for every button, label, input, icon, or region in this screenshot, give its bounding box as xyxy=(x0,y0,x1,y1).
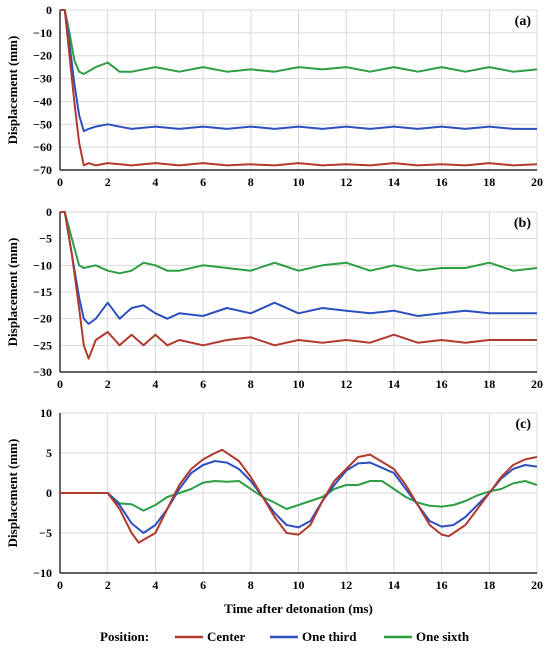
y-tick-label: 0 xyxy=(46,205,52,219)
chart-panel-1: 0 2 4 6 8 10 12 14 16 18 20 0 −10 −20 −30 −40 −50 −60 −70 (… xyxy=(5,3,543,189)
legend-label-one-sixth: One sixth xyxy=(416,629,470,644)
x-tick-label: 4 xyxy=(152,578,158,592)
x-tick-label: 12 xyxy=(340,578,352,592)
legend: Position: Center One third One sixth xyxy=(100,629,470,644)
y-tick-label: −5 xyxy=(39,232,52,246)
y-tick-label: 0 xyxy=(46,486,52,500)
x-tick-label: 6 xyxy=(200,578,206,592)
x-tick-label: 8 xyxy=(248,175,254,189)
panel-tag: (a) xyxy=(515,14,532,29)
panel-tag: (b) xyxy=(514,216,531,231)
y-axis-label: Displacement (mm) xyxy=(5,36,20,145)
series-line-one-sixth xyxy=(60,480,538,512)
y-tick-label: −5 xyxy=(39,526,52,540)
x-tick-label: 0 xyxy=(57,377,63,391)
x-tick-label: 16 xyxy=(436,377,448,391)
series-line-one-third xyxy=(60,211,537,325)
x-tick-label: 12 xyxy=(340,377,352,391)
x-tick-label: 2 xyxy=(105,578,111,592)
y-tick-label: 0 xyxy=(46,3,52,17)
y-axis-label: Displacement (mm) xyxy=(5,238,20,347)
series-line-center xyxy=(60,211,537,360)
chart-panel-2: 0 2 4 6 8 10 12 14 16 18 20 0 −5 −10 −15 −20 −25 −30 (b) Di… xyxy=(5,205,543,391)
y-tick-label: −60 xyxy=(33,140,52,154)
y-tick-label: −50 xyxy=(33,117,52,131)
y-tick-label: −10 xyxy=(33,566,52,580)
x-tick-label: 2 xyxy=(105,377,111,391)
y-tick-label: −15 xyxy=(33,285,52,299)
x-tick-label: 8 xyxy=(248,578,254,592)
x-tick-label: 18 xyxy=(483,377,495,391)
x-tick-label: 2 xyxy=(105,175,111,189)
x-tick-label: 12 xyxy=(340,175,352,189)
x-tick-label: 14 xyxy=(388,578,400,592)
series-line-one-sixth xyxy=(60,211,538,275)
x-tick-label: 10 xyxy=(293,377,305,391)
x-tick-label: 0 xyxy=(57,578,63,592)
x-tick-label: 14 xyxy=(388,175,400,189)
y-tick-label: −20 xyxy=(33,49,52,63)
panel-tag: (c) xyxy=(515,417,531,432)
x-tick-label: 4 xyxy=(152,175,158,189)
x-tick-label: 10 xyxy=(293,578,305,592)
y-tick-label: 5 xyxy=(46,446,52,460)
x-tick-label: 20 xyxy=(531,175,543,189)
x-tick-label: 6 xyxy=(200,175,206,189)
series-line-center xyxy=(60,9,538,167)
y-tick-label: −70 xyxy=(33,163,52,177)
series-line-center xyxy=(60,448,538,544)
x-tick-label: 6 xyxy=(200,377,206,391)
x-tick-label: 0 xyxy=(57,175,63,189)
y-tick-label: −30 xyxy=(33,72,52,86)
y-tick-label: −40 xyxy=(33,94,52,108)
x-tick-label: 14 xyxy=(388,377,400,391)
x-tick-label: 10 xyxy=(293,175,305,189)
x-tick-label: 4 xyxy=(152,377,158,391)
x-tick-label: 18 xyxy=(483,175,495,189)
y-tick-label: −30 xyxy=(33,365,52,379)
y-tick-label: −10 xyxy=(33,258,52,272)
series-line-one-third xyxy=(60,9,537,133)
panels: 0 2 4 6 8 10 12 14 16 18 200−10−20−30−40−50−60−70(… xyxy=(5,3,543,616)
x-tick-label: 16 xyxy=(436,578,448,592)
legend-label-center: Center xyxy=(207,629,245,644)
y-tick-label: −20 xyxy=(33,312,52,326)
chart-panel-3: 0 2 4 6 8 10 12 14 16 18 20 10 5 0 −5 −10 (c) Displacemen… xyxy=(5,406,543,616)
y-axis-label: Displacement (mm) xyxy=(5,439,20,548)
y-tick-label: −10 xyxy=(33,26,52,40)
x-tick-label: 20 xyxy=(531,578,543,592)
y-tick-label: 10 xyxy=(40,406,52,420)
x-tick-label: 8 xyxy=(248,377,254,391)
series-line-one-sixth xyxy=(60,9,538,75)
series-line-one-third xyxy=(60,460,538,534)
x-tick-label: 18 xyxy=(483,578,495,592)
legend-label-one-third: One third xyxy=(302,629,357,644)
x-tick-label: 20 xyxy=(531,377,543,391)
y-tick-label: −25 xyxy=(33,338,52,352)
legend-title: Position: xyxy=(100,629,149,644)
x-tick-label: 16 xyxy=(436,175,448,189)
x-axis-label: Time after detonation (ms) xyxy=(224,601,373,616)
